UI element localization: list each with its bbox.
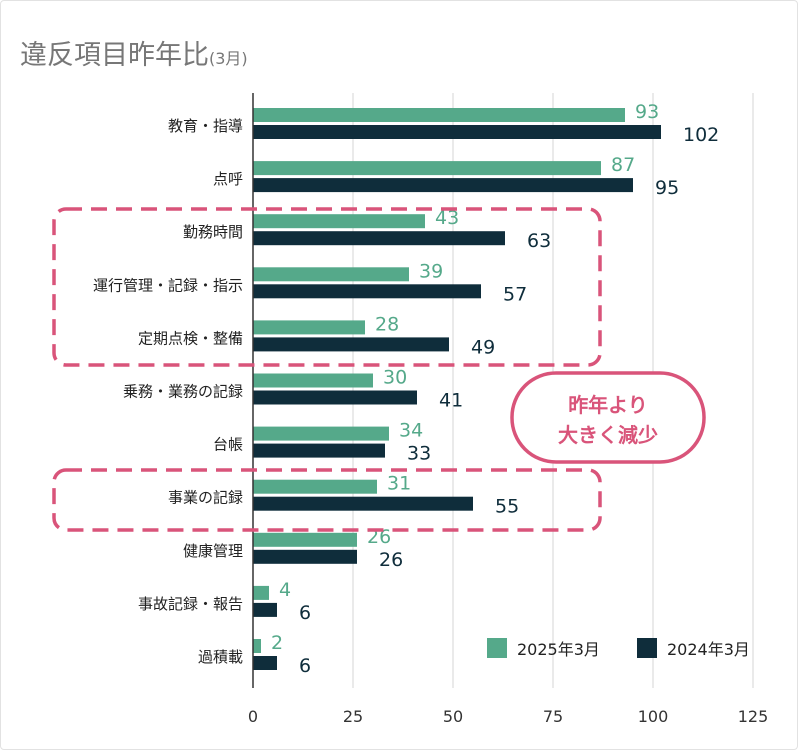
bar-2025: [253, 373, 373, 388]
data-label: 33: [407, 443, 431, 465]
highlight-box: [52, 207, 602, 367]
category-label: 事業の記録: [168, 489, 243, 507]
category-label: 事故記録・報告: [138, 595, 243, 613]
bar-2024: [253, 549, 357, 564]
data-label: 6: [299, 655, 311, 677]
bar-2025: [253, 585, 269, 600]
data-label: 30: [383, 367, 407, 389]
bar-2024: [253, 443, 385, 458]
bar-2025: [253, 161, 601, 176]
chart-title-main: 違反項目昨年比: [20, 40, 209, 71]
data-label: 34: [399, 420, 423, 442]
data-label: 102: [683, 124, 719, 146]
category-label: 定期点検・整備: [138, 329, 243, 347]
data-label: 6: [299, 602, 311, 624]
data-label: 41: [439, 390, 463, 412]
category-label: 点呼: [213, 170, 243, 188]
bar-2025: [253, 426, 389, 441]
data-label: 28: [375, 313, 399, 335]
data-label: 2: [271, 632, 283, 654]
data-label: 87: [611, 154, 635, 176]
data-label: 39: [419, 260, 443, 282]
category-label: 過積載: [198, 648, 243, 666]
legend-swatch-2024: [637, 638, 657, 658]
data-label: 57: [503, 283, 527, 305]
data-label: 55: [495, 496, 519, 518]
x-tick-label: 0: [248, 707, 258, 726]
data-label: 93: [635, 101, 659, 123]
chart-title-sub: (3月): [209, 49, 248, 68]
category-label: 教育・指導: [168, 117, 243, 135]
category-label: 健康管理: [183, 542, 243, 560]
annotation-callout: [510, 371, 706, 464]
x-tick-label: 25: [343, 707, 363, 726]
bar-2024: [253, 125, 661, 139]
data-label: 26: [379, 549, 403, 571]
bar-2024: [253, 602, 277, 617]
bar-2024: [253, 231, 505, 246]
category-label: 台帳: [213, 436, 243, 454]
bar-2024: [253, 178, 633, 193]
x-tick-label: 50: [443, 707, 463, 726]
data-label: 31: [387, 473, 411, 495]
bar-2024: [253, 390, 417, 405]
bar-2025: [253, 532, 357, 547]
category-label: 乗務・業務の記録: [123, 383, 243, 401]
bar-2024: [253, 496, 473, 511]
annotation-line-2: 大きく減少: [558, 423, 658, 447]
bar-2025: [253, 214, 425, 229]
bar-2025: [253, 320, 365, 335]
x-tick-label: 75: [543, 707, 563, 726]
data-label: 49: [471, 336, 495, 358]
data-label: 43: [435, 207, 459, 229]
bar-2025: [253, 108, 625, 122]
bar-2025: [253, 639, 261, 653]
data-label: 63: [527, 230, 551, 252]
category-label: 勤務時間: [183, 223, 243, 241]
bar-2024: [253, 337, 449, 352]
legend-swatch-2025: [487, 638, 507, 658]
annotation-line-1: 昨年より: [568, 393, 648, 417]
highlight-box: [52, 468, 602, 532]
data-label: 4: [279, 579, 291, 601]
chart-title: 違反項目昨年比(3月): [20, 33, 248, 72]
bar-2025: [253, 267, 409, 282]
bar-2025: [253, 479, 377, 494]
legend-label-2025: 2025年3月: [517, 640, 600, 659]
bar-2024: [253, 284, 481, 299]
data-label: 95: [655, 177, 679, 199]
x-tick-label: 100: [638, 707, 669, 726]
x-tick-label: 125: [738, 707, 769, 726]
category-label: 運行管理・記録・指示: [93, 276, 243, 294]
legend-label-2024: 2024年3月: [667, 640, 750, 659]
bar-2024: [253, 656, 277, 670]
